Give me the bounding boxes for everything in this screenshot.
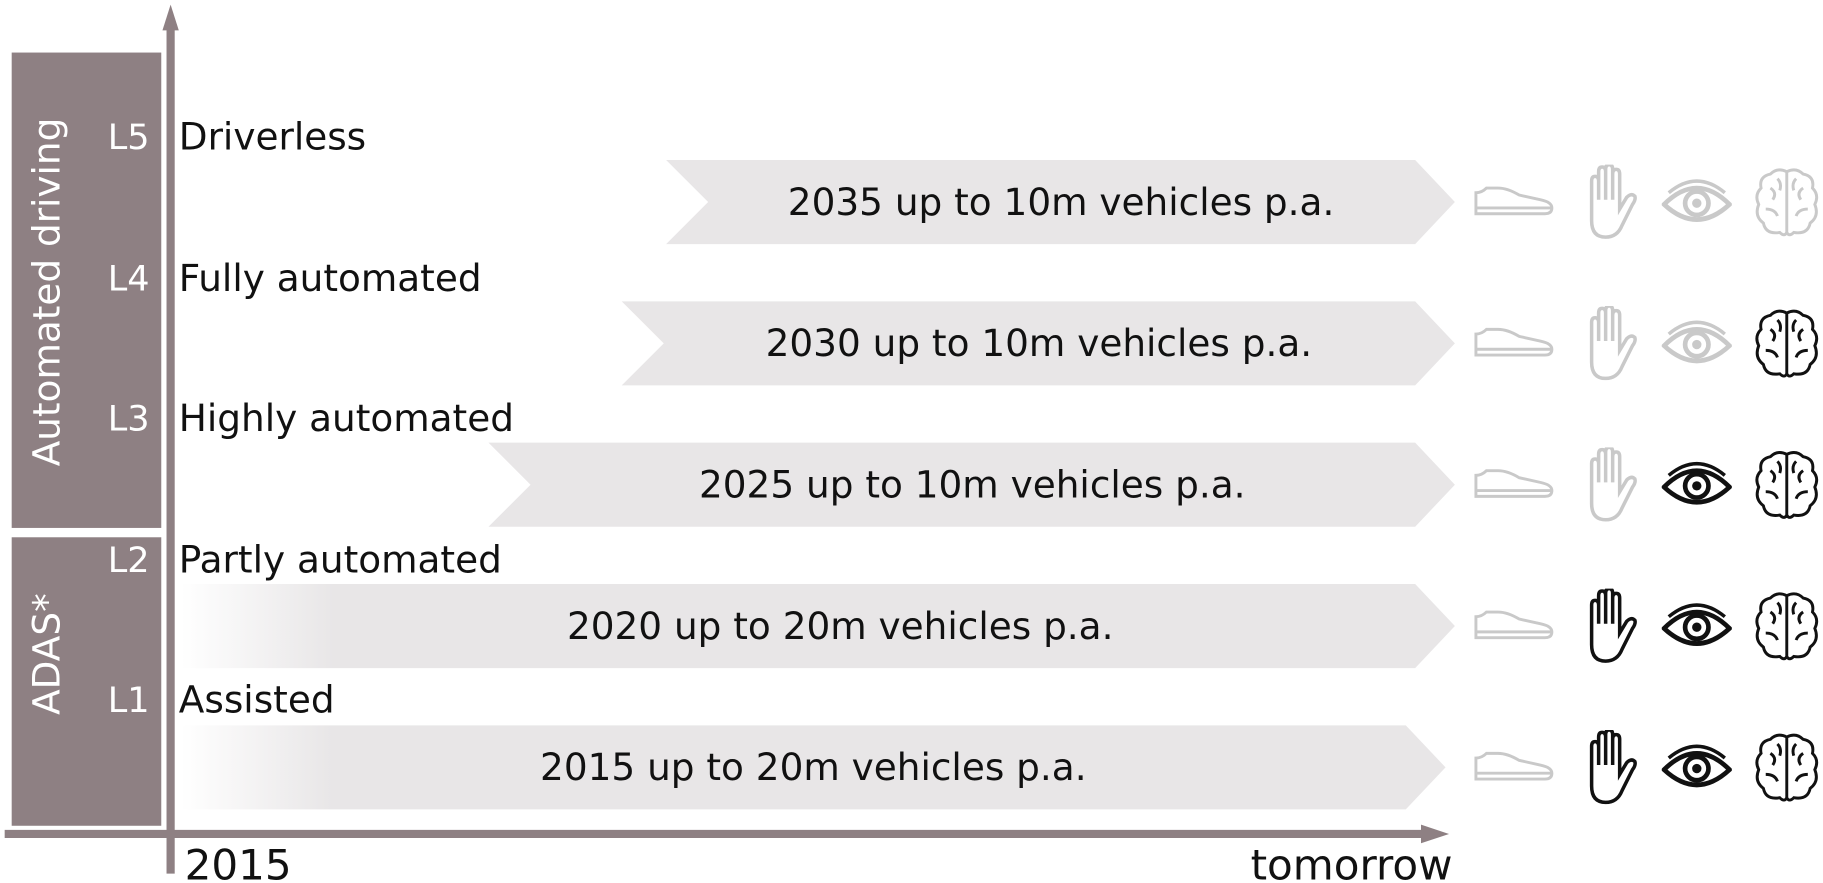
shoe-icon	[1474, 469, 1554, 498]
shoe-icon	[1474, 751, 1554, 781]
eye-icon	[1664, 464, 1729, 503]
forecast-arrow	[488, 442, 1455, 527]
group-label: ADAS*	[25, 593, 69, 715]
level-name: Assisted	[179, 677, 335, 721]
level-name: Fully automated	[179, 256, 482, 300]
forecast-text: 2015 up to 20m vehicles p.a.	[540, 745, 1087, 789]
forecast-arrow	[666, 160, 1455, 245]
eye-icon	[1664, 322, 1729, 361]
hand-icon	[1589, 588, 1637, 663]
axis-end: tomorrow	[1251, 840, 1453, 883]
forecast-text: 2025 up to 10m vehicles p.a.	[699, 463, 1246, 507]
shoe-icon	[1474, 186, 1554, 216]
hand-icon	[1589, 306, 1637, 381]
hand-icon	[1589, 164, 1637, 239]
axis-arrow	[1421, 824, 1450, 844]
hand-icon	[1589, 447, 1637, 522]
eye-icon	[1664, 746, 1729, 785]
group-box	[11, 537, 162, 826]
brain-icon	[1755, 309, 1819, 378]
level-name: Partly automated	[179, 537, 502, 581]
shoe-icon	[1474, 327, 1554, 357]
level-code: L3	[108, 398, 150, 439]
brain-icon	[1755, 451, 1819, 519]
forecast-arrow	[621, 301, 1455, 386]
shoe-icon	[1474, 610, 1554, 640]
eye-icon	[1664, 181, 1729, 220]
forecast-text: 2030 up to 10m vehicles p.a.	[766, 321, 1313, 365]
level-name: Driverless	[179, 114, 366, 158]
level-code: L5	[108, 117, 150, 158]
forecast-text: 2020 up to 20m vehicles p.a.	[567, 604, 1114, 648]
axis-start: 2015	[185, 840, 292, 883]
level-code: L1	[108, 680, 150, 721]
brain-icon	[1755, 733, 1819, 802]
brain-icon	[1755, 592, 1819, 661]
hand-icon	[1589, 729, 1637, 805]
level-name: Highly automated	[179, 396, 514, 440]
forecast-arrow	[181, 583, 1455, 669]
brain-icon	[1755, 168, 1819, 237]
group-label: Automated driving	[25, 118, 69, 467]
forecast-text: 2035 up to 10m vehicles p.a.	[788, 180, 1335, 224]
group-box	[11, 52, 162, 528]
axis-arrow	[162, 4, 179, 31]
level-code: L4	[108, 258, 150, 299]
level-code: L2	[108, 540, 150, 581]
forecast-arrow	[181, 725, 1446, 810]
eye-icon	[1664, 605, 1729, 644]
